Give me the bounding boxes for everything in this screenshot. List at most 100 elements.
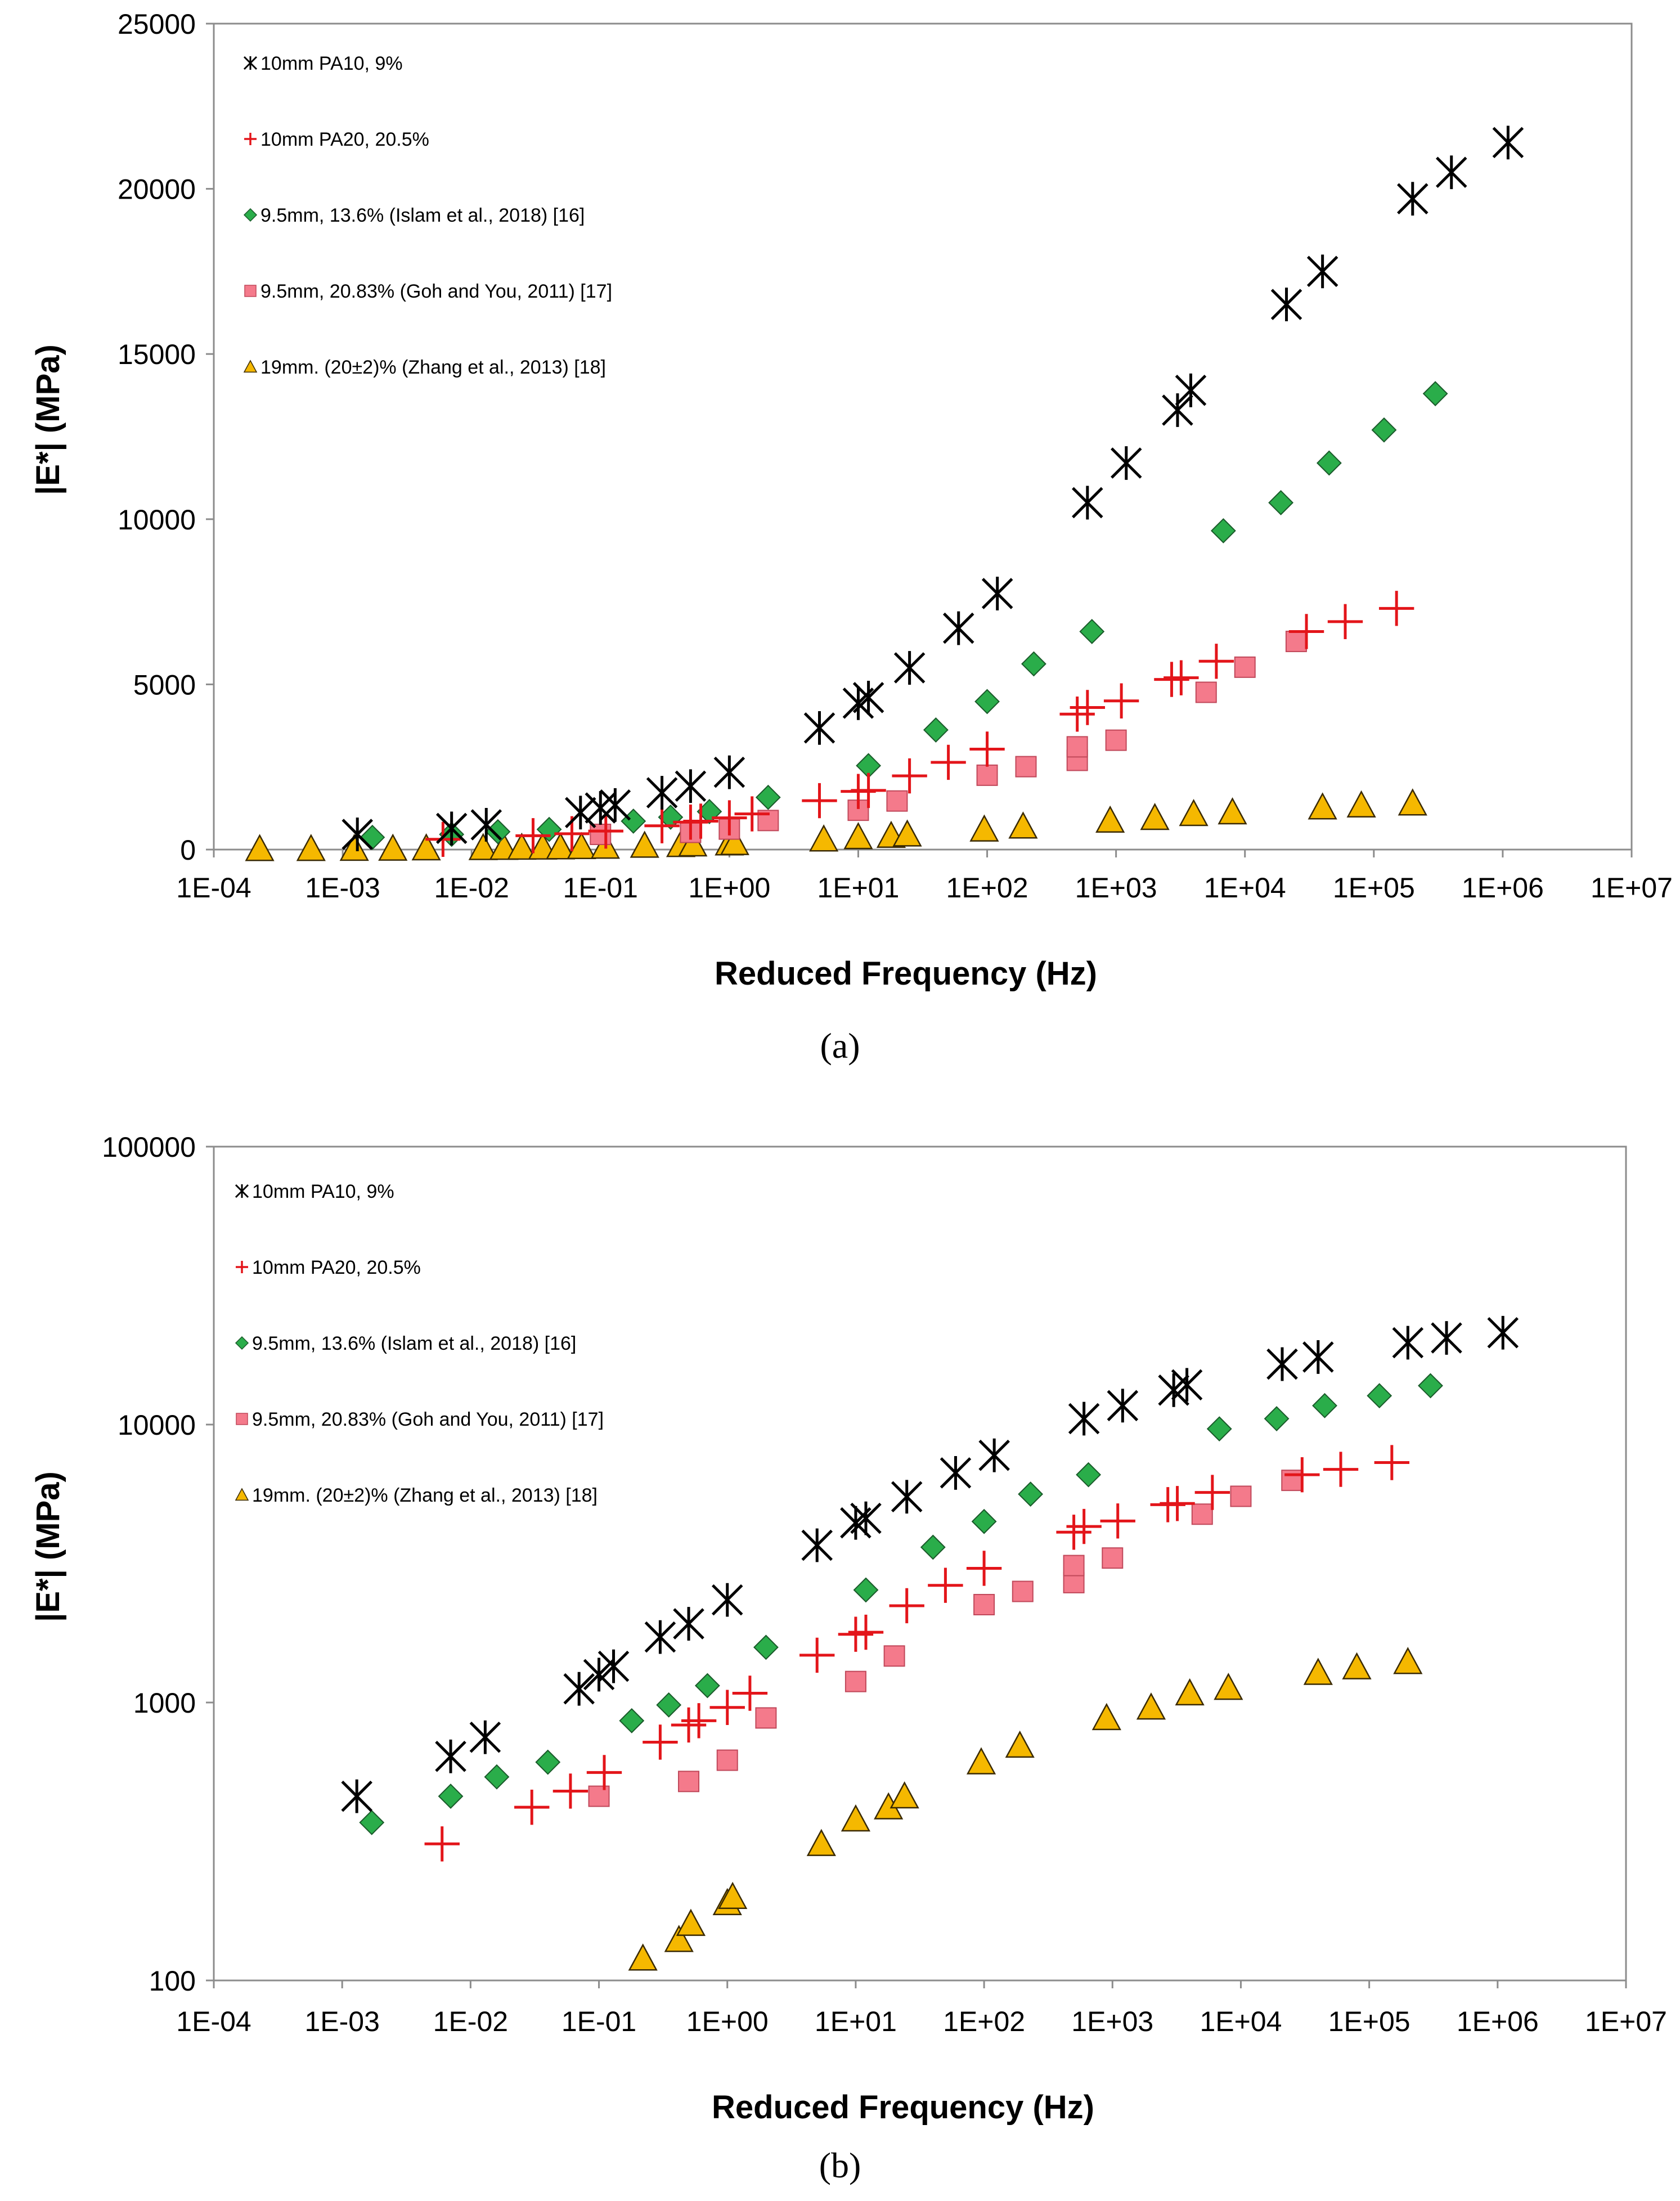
- chart-b-point-plus: [586, 1755, 622, 1790]
- chart-a-point-asterisk: [893, 651, 926, 685]
- chart-a-legend-marker-triangle: [243, 360, 258, 373]
- chart-a-point-plus: [588, 813, 623, 849]
- chart-a-plot-area: [213, 23, 1633, 851]
- chart-b-point-asterisk: [673, 1607, 704, 1641]
- chart-a-x-tick-label: 1E-04: [176, 872, 251, 904]
- chart-a-y-tick-label: 15000: [118, 339, 196, 370]
- chart-b-point-asterisk: [891, 1480, 923, 1514]
- chart-b-legend-label: 10mm PA10, 9%: [252, 1181, 394, 1202]
- chart-b-point-square: [1102, 1547, 1124, 1569]
- chart-b-legend-label: 19mm. (20±2)% (Zhang et al., 2013) [18]: [252, 1485, 598, 1506]
- chart-b-panel-label: (b): [819, 2145, 861, 2185]
- chart-a-y-tick-label: 5000: [133, 669, 196, 700]
- chart-b-x-axis-title: Reduced Frequency (Hz): [712, 2089, 1094, 2126]
- chart-a-legend-label: 9.5mm, 20.83% (Goh and You, 2011) [17]: [260, 281, 612, 302]
- chart-b-point-asterisk: [1266, 1347, 1298, 1381]
- chart-b-point-asterisk: [940, 1456, 972, 1490]
- chart-a-point-plus: [851, 772, 886, 808]
- chart-a-point-triangle: [411, 833, 441, 861]
- chart-a-point-plus: [1103, 683, 1139, 718]
- chart-a-point-asterisk: [713, 755, 745, 789]
- chart-a-x-tick-label: 1E-02: [434, 872, 509, 904]
- chart-b-series-plus: [424, 1445, 1410, 1862]
- chart-a-point-triangle: [1398, 788, 1427, 816]
- chart-a-point-square: [1195, 681, 1217, 703]
- chart-b-point-asterisk: [1392, 1326, 1424, 1360]
- chart-a-point-plus: [1378, 591, 1414, 626]
- chart-b-point-plus: [1056, 1515, 1091, 1550]
- chart-b-point-triangle: [890, 1781, 919, 1809]
- chart-a-point-plus: [1059, 697, 1095, 732]
- chart-a-point-asterisk: [1270, 288, 1302, 322]
- chart-a-point-triangle: [489, 833, 519, 860]
- chart-a-point-triangle: [1140, 803, 1170, 830]
- chart-a-point-triangle: [892, 819, 922, 847]
- chart-b-point-plus: [838, 1616, 874, 1652]
- chart-a-point-asterisk: [565, 796, 596, 830]
- chart-a-legend-marker-asterisk: [243, 56, 258, 70]
- chart-a-point-triangle: [1008, 811, 1038, 839]
- chart-a-point-triangle: [468, 833, 498, 860]
- chart-b-point-square: [1191, 1503, 1213, 1525]
- chart-b-x-tick-label: 1E+00: [686, 2006, 769, 2037]
- chart-b-point-asterisk: [1487, 1315, 1519, 1350]
- chart-a-y-tick-label: 10000: [118, 504, 196, 536]
- chart-b-point-square: [716, 1749, 738, 1771]
- chart-a-point-asterisk: [1175, 373, 1207, 407]
- chart-a-point-plus: [734, 796, 770, 832]
- chart-b-point-plus: [1374, 1445, 1410, 1480]
- chart-b-x-tick-label: 1E-01: [562, 2006, 636, 2037]
- chart-b-legend-marker-square: [236, 1413, 248, 1425]
- chart-b-x-tick-label: 1E+01: [815, 2006, 897, 2037]
- chart-b-point-diamond: [656, 1692, 682, 1718]
- chart-a-x-tick-label: 1E+03: [1075, 872, 1157, 904]
- chart-b-x-tick-label: 1E+05: [1328, 2006, 1411, 2037]
- chart-b-point-asterisk: [435, 1739, 466, 1773]
- chart-a-point-plus: [1164, 660, 1199, 695]
- chart-a-point-asterisk: [342, 817, 373, 851]
- chart-a-point-triangle: [630, 830, 659, 858]
- chart-b-point-diamond: [1018, 1481, 1044, 1507]
- chart-b-series-square: [588, 1470, 1303, 1807]
- chart-a-point-diamond: [1210, 518, 1236, 543]
- chart-a-point-asterisk: [470, 808, 502, 842]
- chart-b-point-square: [588, 1785, 610, 1807]
- chart-b-point-asterisk: [563, 1672, 595, 1706]
- chart-b-point-diamond: [484, 1764, 510, 1790]
- chart-b-legend-label: 9.5mm, 13.6% (Islam et al., 2018) [16]: [252, 1333, 576, 1354]
- chart-b-point-plus: [681, 1703, 717, 1739]
- chart-a-point-diamond: [1371, 417, 1397, 443]
- chart-b-legend-marker-asterisk: [235, 1184, 249, 1198]
- chart-b-point-plus: [671, 1707, 707, 1743]
- chart-a-series-asterisk: [342, 125, 1524, 851]
- chart-b-point-plus: [928, 1567, 963, 1603]
- chart-b-point-asterisk: [644, 1620, 676, 1654]
- chart-a: 1E-04 1E-03 1E-02 1E-01 1E+00 1E+01 1E+02 1E+03…: [30, 8, 1673, 1066]
- chart-a-point-triangle: [296, 834, 326, 861]
- chart-b-series-triangle: [628, 1647, 1423, 1971]
- chart-b-point-asterisk: [1107, 1389, 1139, 1423]
- chart-a-legend-label: 9.5mm, 13.6% (Islam et al., 2018) [16]: [260, 205, 585, 226]
- chart-b-point-triangle: [1393, 1647, 1423, 1674]
- chart-a-point-asterisk: [1306, 254, 1338, 289]
- chart-b-point-triangle: [806, 1829, 836, 1856]
- chart-a-point-asterisk: [1072, 486, 1103, 520]
- chart-b-point-triangle: [1303, 1658, 1333, 1685]
- chart-b-point-diamond: [619, 1708, 645, 1733]
- chart-a-point-plus: [1070, 690, 1106, 725]
- chart-b-point-asterisk: [583, 1658, 615, 1692]
- chart-a-point-asterisk: [803, 711, 835, 745]
- chart-b-point-plus: [552, 1773, 589, 1809]
- chart-a-point-triangle: [720, 828, 749, 855]
- chart-a-legend: 10mm PA10, 9% 10mm PA20, 20.5% 9.5mm, 13.6…: [243, 53, 612, 378]
- chart-a-legend-marker-square: [244, 285, 257, 297]
- chart-b-x-tick-label: 1E+02: [943, 2006, 1025, 2037]
- chart-b-point-plus: [732, 1676, 768, 1711]
- chart-b-point-square: [755, 1707, 777, 1729]
- chart-b-point-asterisk: [598, 1649, 630, 1683]
- chart-b-point-plus: [799, 1637, 835, 1673]
- chart-a-point-plus: [892, 758, 927, 794]
- chart-a-point-square: [1234, 656, 1256, 678]
- chart-b-point-triangle: [841, 1804, 871, 1832]
- chart-b-point-plus: [1194, 1475, 1230, 1510]
